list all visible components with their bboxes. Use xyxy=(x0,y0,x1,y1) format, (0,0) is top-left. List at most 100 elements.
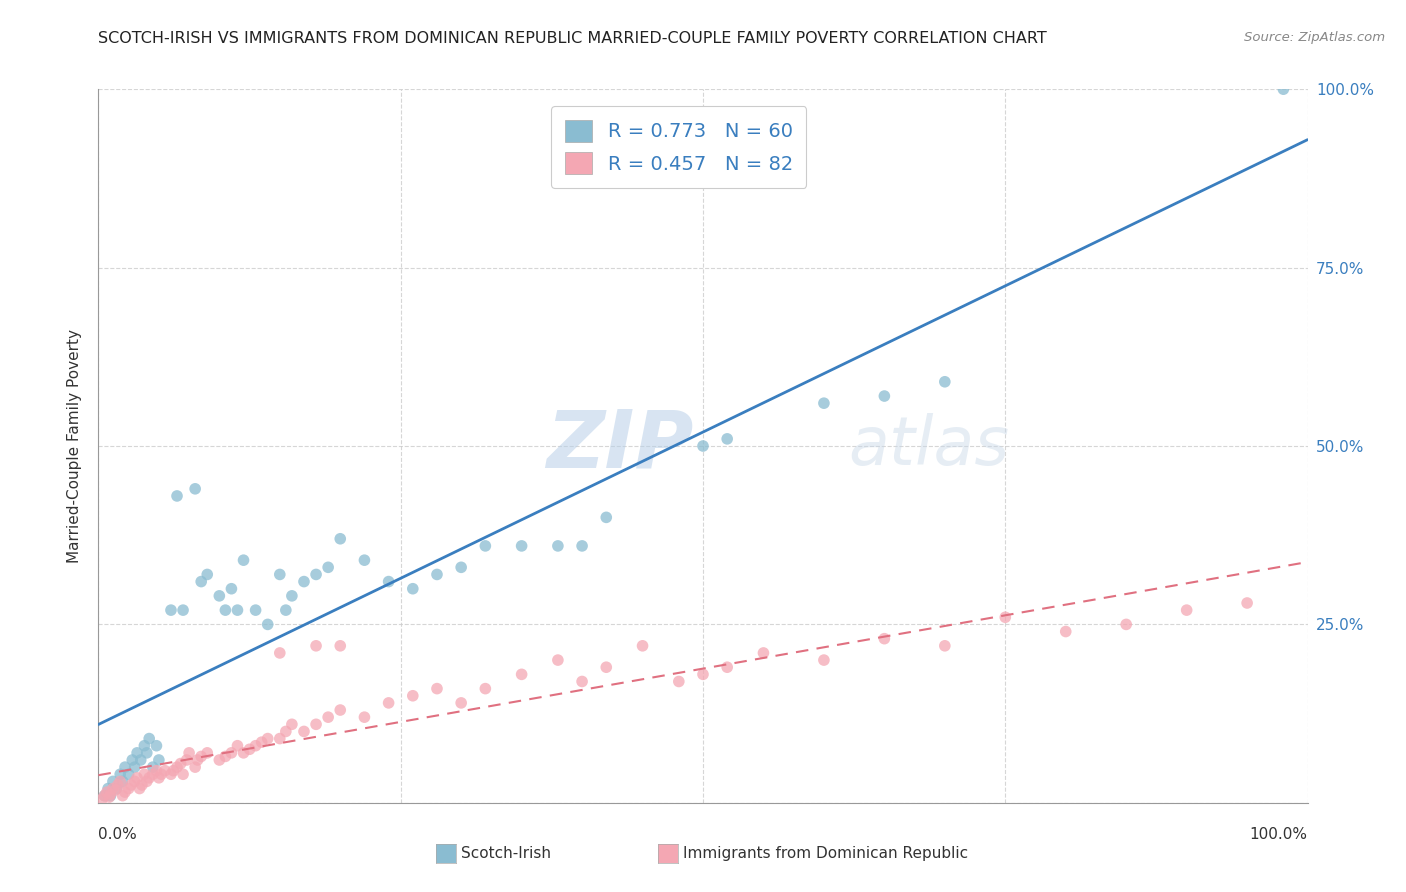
Point xyxy=(134,739,156,753)
Point xyxy=(934,639,956,653)
Point xyxy=(214,749,236,764)
Point xyxy=(128,781,150,796)
Point xyxy=(994,610,1017,624)
Point xyxy=(221,746,243,760)
Point xyxy=(716,660,738,674)
Point xyxy=(190,574,212,589)
Point xyxy=(256,731,278,746)
Point xyxy=(114,785,136,799)
Point xyxy=(134,767,156,781)
Point xyxy=(595,510,617,524)
Point xyxy=(97,781,120,796)
Text: SCOTCH-IRISH VS IMMIGRANTS FROM DOMINICAN REPUBLIC MARRIED-COUPLE FAMILY POVERTY: SCOTCH-IRISH VS IMMIGRANTS FROM DOMINICA… xyxy=(98,31,1047,46)
Text: atlas: atlas xyxy=(848,413,1010,479)
Point xyxy=(813,653,835,667)
Point xyxy=(547,539,569,553)
Point xyxy=(692,667,714,681)
Point xyxy=(292,724,315,739)
Point xyxy=(377,574,399,589)
Point xyxy=(752,646,775,660)
Point xyxy=(510,667,533,681)
Point xyxy=(316,560,339,574)
Point xyxy=(127,771,149,785)
Point xyxy=(426,681,449,696)
Point xyxy=(329,532,352,546)
Point xyxy=(716,432,738,446)
Point xyxy=(274,724,297,739)
Point xyxy=(172,603,194,617)
Point xyxy=(245,739,267,753)
Point xyxy=(274,603,297,617)
Point xyxy=(571,539,593,553)
Point xyxy=(195,567,218,582)
Point xyxy=(120,778,142,792)
Point xyxy=(179,746,201,760)
Point xyxy=(176,753,198,767)
Point xyxy=(138,731,160,746)
Point xyxy=(195,746,218,760)
Text: 100.0%: 100.0% xyxy=(1250,827,1308,841)
Point xyxy=(184,482,207,496)
Point xyxy=(148,753,170,767)
Point xyxy=(450,696,472,710)
Point xyxy=(226,603,249,617)
Point xyxy=(118,781,141,796)
Point xyxy=(292,574,315,589)
Point xyxy=(101,781,124,796)
Point xyxy=(353,710,375,724)
Point xyxy=(142,767,165,781)
Point xyxy=(124,774,146,789)
Point xyxy=(118,767,141,781)
Point xyxy=(239,742,262,756)
Point xyxy=(250,735,273,749)
Point xyxy=(131,778,153,792)
Point xyxy=(281,717,304,731)
Point xyxy=(813,396,835,410)
Point xyxy=(873,389,896,403)
Point xyxy=(111,789,134,803)
Point xyxy=(91,792,114,806)
Text: Scotch-Irish: Scotch-Irish xyxy=(461,847,551,861)
Point xyxy=(1272,82,1295,96)
Point xyxy=(172,767,194,781)
Point xyxy=(100,787,122,801)
Text: ZIP: ZIP xyxy=(546,407,693,485)
Point xyxy=(104,783,127,797)
Point xyxy=(305,639,328,653)
Point xyxy=(226,739,249,753)
Point xyxy=(269,646,291,660)
Point xyxy=(934,375,956,389)
Point xyxy=(305,567,328,582)
Point xyxy=(232,553,254,567)
Point xyxy=(96,785,118,799)
Point xyxy=(93,789,115,803)
Point xyxy=(105,781,128,796)
Point xyxy=(166,760,188,774)
Point xyxy=(571,674,593,689)
Point xyxy=(269,567,291,582)
Point xyxy=(402,689,425,703)
Text: 0.0%: 0.0% xyxy=(98,827,138,841)
Point xyxy=(1115,617,1137,632)
Point xyxy=(124,760,146,774)
Point xyxy=(668,674,690,689)
Point xyxy=(160,767,183,781)
Point xyxy=(232,746,254,760)
Point xyxy=(162,764,184,778)
Point xyxy=(281,589,304,603)
Point xyxy=(150,767,173,781)
Point xyxy=(426,567,449,582)
Point xyxy=(190,749,212,764)
Point xyxy=(547,653,569,667)
Point xyxy=(510,539,533,553)
Point xyxy=(450,560,472,574)
Point xyxy=(108,774,131,789)
Point xyxy=(142,760,165,774)
Point xyxy=(692,439,714,453)
Point xyxy=(127,746,149,760)
Point xyxy=(101,774,124,789)
Point xyxy=(316,710,339,724)
Point xyxy=(108,767,131,781)
Point xyxy=(100,789,122,803)
Point xyxy=(474,539,496,553)
